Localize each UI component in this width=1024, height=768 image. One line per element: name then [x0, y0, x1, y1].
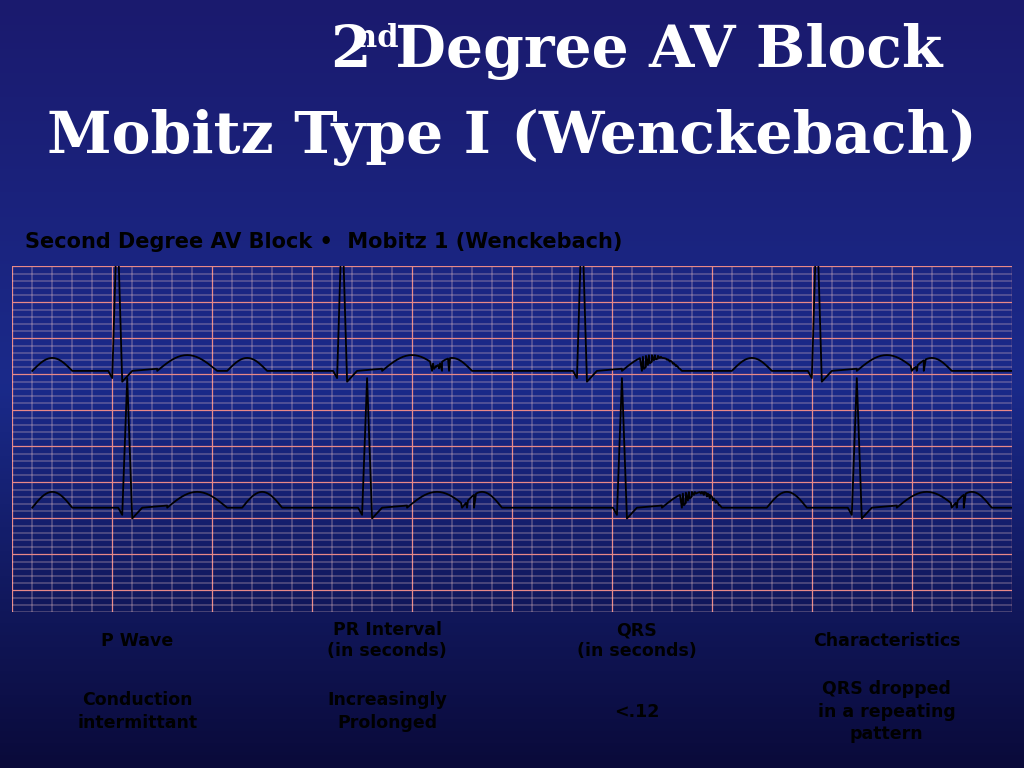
Text: Conduction
intermittant: Conduction intermittant	[77, 691, 198, 732]
Text: Mobitz Type I (Wenckebach): Mobitz Type I (Wenckebach)	[47, 109, 977, 166]
Text: Degree AV Block: Degree AV Block	[375, 23, 942, 80]
Text: QRS
(in seconds): QRS (in seconds)	[578, 621, 696, 660]
Text: 2: 2	[330, 23, 371, 79]
Text: Characteristics: Characteristics	[813, 631, 961, 650]
Text: nd: nd	[355, 23, 398, 54]
Text: P Wave: P Wave	[101, 631, 173, 650]
Text: Second Degree AV Block •  Mobitz 1 (Wenckebach): Second Degree AV Block • Mobitz 1 (Wenck…	[26, 231, 623, 252]
Text: PR Interval
(in seconds): PR Interval (in seconds)	[328, 621, 446, 660]
Text: Increasingly
Prolonged: Increasingly Prolonged	[327, 691, 447, 732]
Text: <.12: <.12	[614, 703, 659, 720]
Text: QRS dropped
in a repeating
pattern: QRS dropped in a repeating pattern	[818, 680, 955, 743]
